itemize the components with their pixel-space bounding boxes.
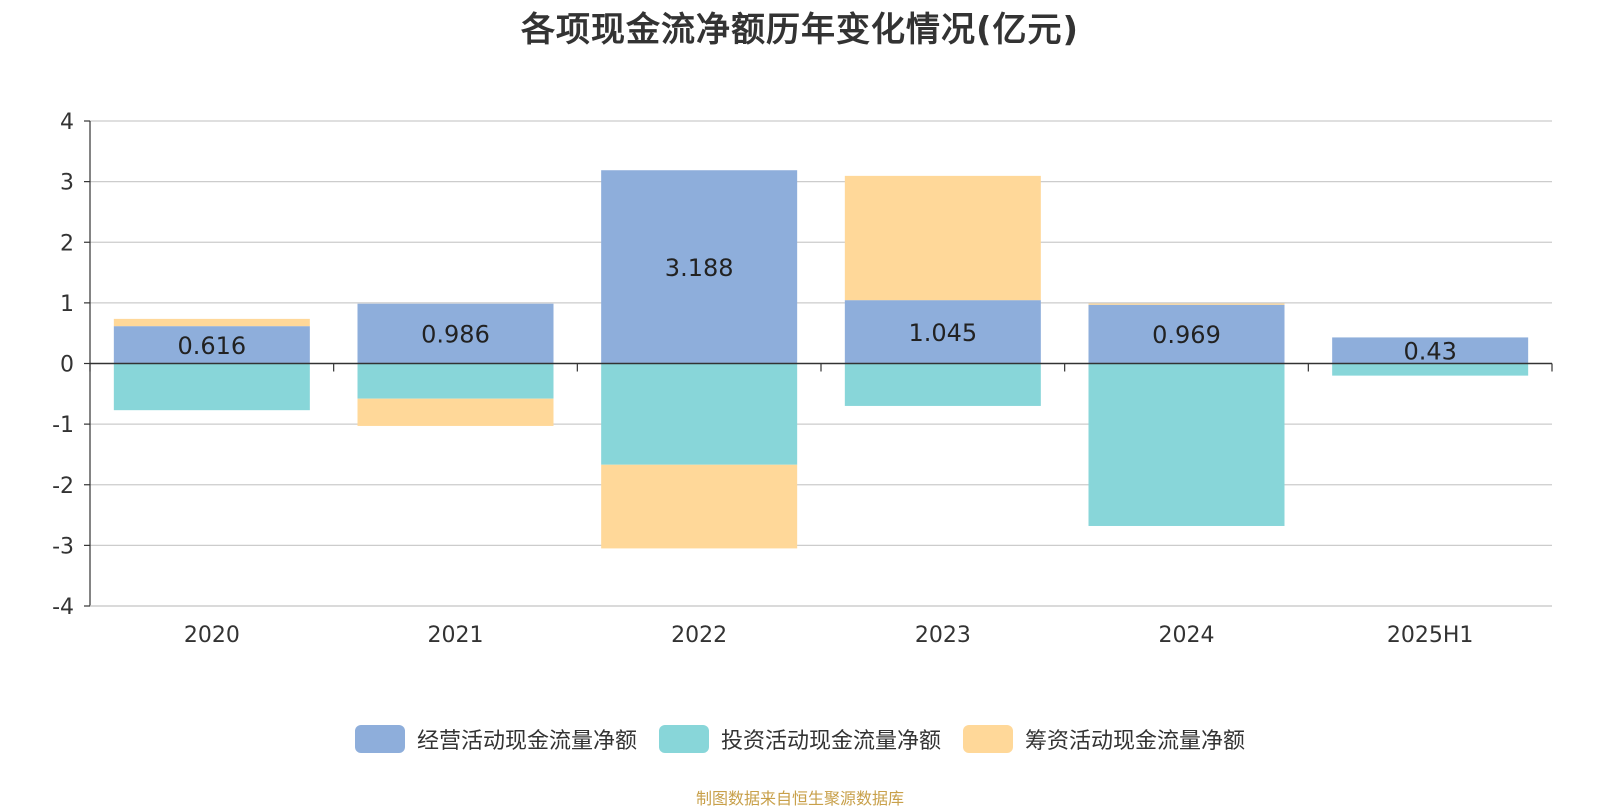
y-tick-label: 1 — [60, 292, 74, 317]
bar-operating-2023 — [844, 300, 1041, 364]
x-tick-label: 2025H1 — [1387, 623, 1474, 648]
y-tick-label: -2 — [52, 474, 74, 499]
legend-item-investing[interactable]: 投资活动现金流量净额 — [658, 723, 941, 755]
data-label-2023: 1.045 — [908, 319, 977, 347]
bar-financing-2021 — [357, 398, 554, 426]
bar-operating-2024 — [1088, 304, 1285, 364]
bar-investing-2025H1 — [1332, 363, 1529, 376]
y-tick-label: -4 — [52, 595, 74, 620]
legend-label-operating: 经营活动现金流量净额 — [416, 729, 637, 754]
x-tick-label: 2024 — [1159, 623, 1215, 648]
x-tick-label: 2021 — [428, 623, 484, 648]
bar-operating-2025H1 — [1332, 337, 1529, 364]
data-label-2022: 3.188 — [665, 254, 734, 282]
bar-investing-2023 — [844, 363, 1041, 406]
bar-operating-2021 — [357, 303, 554, 364]
legend-label-financing: 筹资活动现金流量净额 — [1025, 729, 1246, 754]
y-tick-label: -3 — [52, 534, 74, 559]
legend-swatch-operating — [354, 725, 405, 753]
bar-financing-2023 — [844, 175, 1041, 301]
legend: 经营活动现金流量净额 投资活动现金流量净额 筹资活动现金流量净额 — [0, 723, 1600, 755]
bar-investing-2024 — [1088, 363, 1285, 526]
y-tick-label: 2 — [60, 231, 74, 256]
y-tick-label: -1 — [52, 413, 74, 438]
y-tick-label: 0 — [60, 353, 74, 378]
source-note: 制图数据来自恒生聚源数据库 — [695, 789, 904, 808]
bar-operating-2022 — [601, 170, 798, 364]
legend-swatch-investing — [658, 725, 709, 753]
bar-financing-2022 — [601, 464, 798, 549]
data-label-2025H1: 0.43 — [1403, 337, 1456, 365]
legend-swatch-financing — [963, 725, 1013, 753]
data-label-2020: 0.616 — [177, 332, 246, 360]
bar-investing-2020 — [113, 363, 310, 411]
x-tick-label: 2023 — [915, 623, 971, 648]
x-tick-label: 2020 — [184, 623, 240, 648]
chart-title: 各项现金流净额历年变化情况(亿元) — [520, 10, 1080, 50]
legend-label-investing: 投资活动现金流量净额 — [720, 729, 941, 754]
bar-financing-2024 — [1088, 303, 1285, 305]
y-tick-label: 4 — [60, 110, 74, 135]
bar-operating-2020 — [113, 326, 310, 364]
data-label-2021: 0.986 — [421, 321, 490, 349]
bar-financing-2020 — [113, 318, 310, 327]
bar-investing-2022 — [601, 363, 798, 465]
data-label-2024: 0.969 — [1152, 321, 1221, 349]
legend-item-operating[interactable]: 经营活动现金流量净额 — [354, 723, 637, 755]
y-tick-label: 3 — [60, 171, 74, 196]
bar-investing-2021 — [357, 363, 554, 399]
x-tick-label: 2022 — [671, 623, 727, 648]
legend-item-financing[interactable]: 筹资活动现金流量净额 — [963, 723, 1245, 755]
